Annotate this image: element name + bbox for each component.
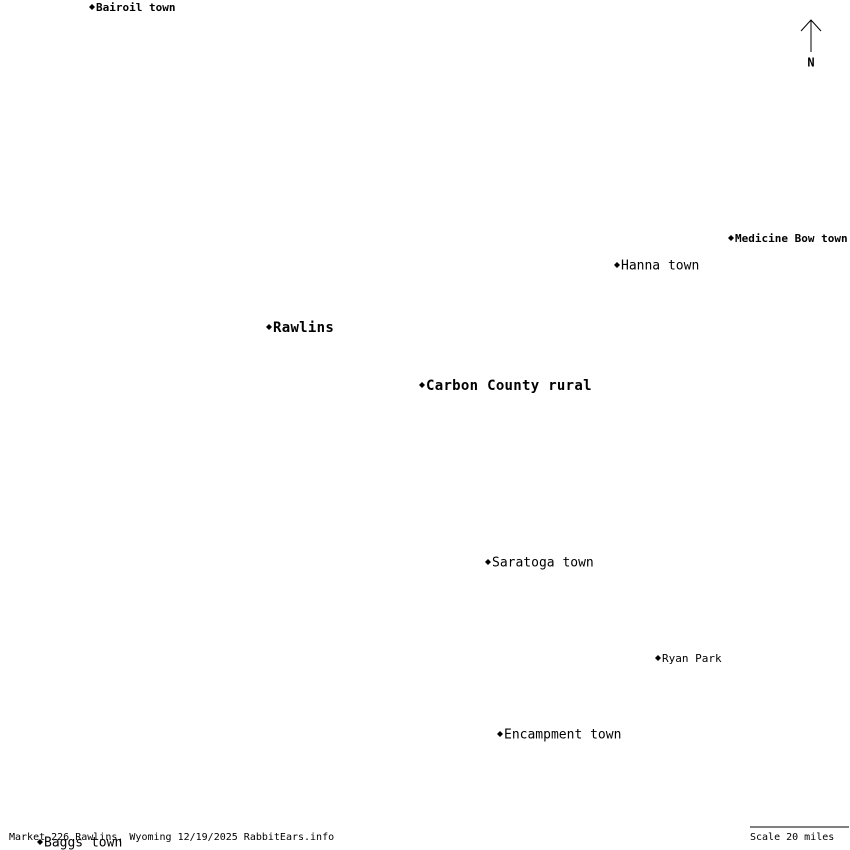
place-marker [266,324,272,330]
place-marker [614,262,620,268]
scale-label: Scale 20 miles [750,832,834,843]
place-label: Saratoga town [492,556,594,571]
place-marker [37,839,43,845]
place-label: Carbon County rural [426,378,592,394]
place-marker [655,655,661,661]
place-label: Encampment town [504,728,621,743]
footer: Market 226 Rawlins, Wyoming 12/19/2025 R… [9,832,334,843]
place-marker [89,4,95,10]
places: Bairoil town Medicine Bow town Hanna town R… [37,1,848,850]
place-marker [728,235,734,241]
north-arrow-head [800,19,822,32]
place-label: Medicine Bow town [735,232,848,245]
compass-label: N [807,56,814,70]
place-label: Baggs town [44,836,122,850]
place-marker [485,559,491,565]
place-label: Rawlins [273,320,334,336]
place-marker [419,382,425,388]
place-marker [497,731,503,737]
place-label: Ryan Park [662,652,722,665]
place-label: Hanna town [621,259,699,274]
place-label: Bairoil town [96,1,175,14]
